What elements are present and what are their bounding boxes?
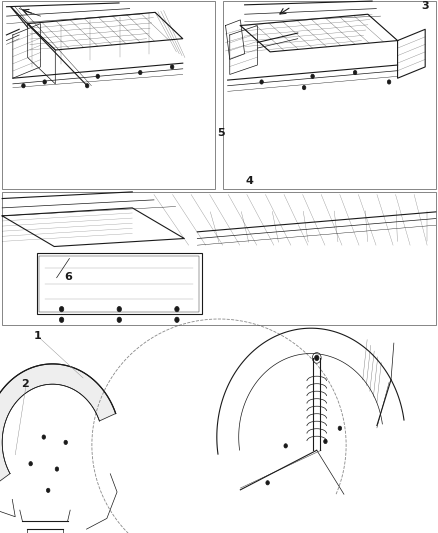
- Circle shape: [260, 80, 263, 84]
- Circle shape: [314, 355, 319, 360]
- Circle shape: [324, 439, 327, 443]
- Text: 5: 5: [217, 128, 225, 138]
- Circle shape: [64, 440, 67, 445]
- Circle shape: [117, 306, 121, 312]
- Circle shape: [22, 84, 25, 88]
- Circle shape: [266, 481, 269, 485]
- Circle shape: [175, 317, 179, 322]
- Circle shape: [387, 80, 391, 84]
- Circle shape: [338, 426, 342, 431]
- Circle shape: [311, 74, 314, 78]
- Polygon shape: [0, 364, 116, 484]
- Circle shape: [85, 84, 89, 88]
- Circle shape: [117, 317, 121, 322]
- Circle shape: [284, 443, 287, 448]
- Circle shape: [55, 467, 59, 471]
- Text: 4: 4: [246, 176, 254, 186]
- Circle shape: [43, 80, 46, 84]
- Circle shape: [46, 488, 50, 492]
- Circle shape: [302, 85, 306, 90]
- Text: 6: 6: [64, 272, 72, 282]
- Circle shape: [60, 306, 64, 312]
- Circle shape: [96, 74, 99, 78]
- Circle shape: [353, 70, 357, 75]
- Circle shape: [175, 306, 179, 312]
- Text: 2: 2: [21, 379, 29, 389]
- Circle shape: [60, 317, 64, 322]
- Circle shape: [29, 462, 32, 466]
- Circle shape: [170, 65, 174, 69]
- Text: 3: 3: [421, 2, 429, 11]
- Circle shape: [138, 70, 142, 75]
- Text: 1: 1: [33, 331, 41, 341]
- Circle shape: [42, 435, 46, 439]
